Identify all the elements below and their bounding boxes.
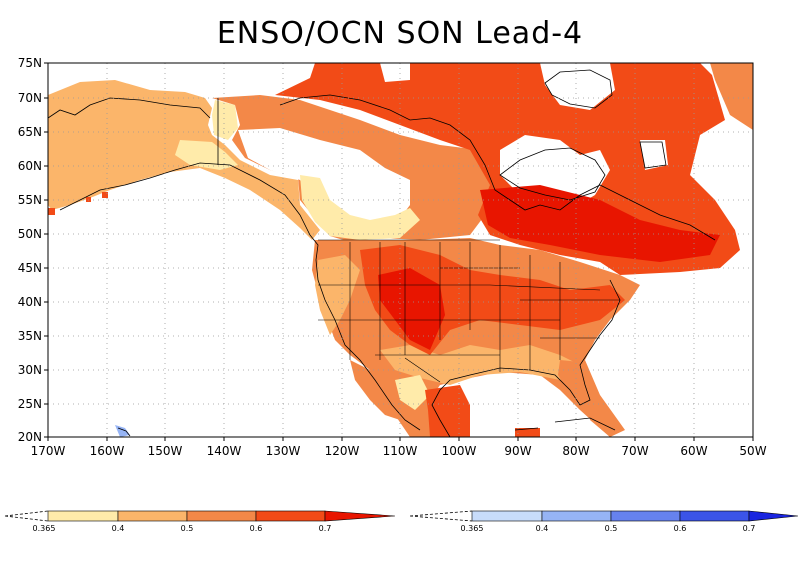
warm-tick: 0.7 xyxy=(319,524,332,533)
lat-label: 60N xyxy=(18,159,42,173)
western-canada-white xyxy=(238,128,410,230)
map-title: ENSO/OCN SON Lead-4 xyxy=(216,16,584,51)
cool-swatch xyxy=(471,510,543,522)
cuba-red xyxy=(515,428,540,437)
greenland-tip xyxy=(710,63,753,130)
yukon-light-band xyxy=(212,100,238,140)
lat-label: 55N xyxy=(18,193,42,207)
cool-tick: 0.7 xyxy=(743,524,756,533)
warm-swatch xyxy=(255,510,326,522)
state-borders xyxy=(318,239,620,383)
lon-ticks xyxy=(47,437,754,441)
usa-light-west xyxy=(315,255,360,335)
lon-label: 120W xyxy=(325,444,360,458)
aleutian-dot-3 xyxy=(86,197,91,202)
lon-label: 170W xyxy=(31,444,66,458)
lon-label: 100W xyxy=(442,444,477,458)
warm-tick: 0.5 xyxy=(181,524,194,533)
cool-swatch xyxy=(679,510,750,522)
cool-tick: 0.5 xyxy=(605,524,618,533)
lat-ticks xyxy=(44,62,48,438)
lat-label: 25N xyxy=(18,397,42,411)
lon-label: 50W xyxy=(739,444,766,458)
warm-tick: 0.6 xyxy=(250,524,263,533)
lat-label: 75N xyxy=(18,56,42,70)
cool-tick: 0.365 xyxy=(461,524,484,533)
caribbean-orange xyxy=(585,395,618,437)
lat-label: 65N xyxy=(18,125,42,139)
lat-label: 35N xyxy=(18,329,42,343)
aleutian-dot-2 xyxy=(102,192,108,198)
lat-labels: 75N 70N 65N 60N 55N 50N 45N 40N 35N 30N … xyxy=(18,56,42,444)
cool-tick: 0.4 xyxy=(536,524,549,533)
arctic-white-1 xyxy=(380,63,410,82)
warm-swatch xyxy=(47,510,119,522)
warm-tick: 0.365 xyxy=(33,524,56,533)
quebec-dark-core xyxy=(480,185,720,262)
cool-arrow xyxy=(748,510,799,522)
aleutian-dot-1 xyxy=(48,208,55,215)
lon-labels: 170W 160W 150W 140W 130W 120W 110W 100W … xyxy=(31,444,767,458)
greenland-white xyxy=(640,140,668,170)
baja-orange xyxy=(350,360,400,420)
warm-tick: 0.4 xyxy=(112,524,125,533)
lat-label: 45N xyxy=(18,261,42,275)
lat-label: 20N xyxy=(18,430,42,444)
shaded-regions xyxy=(48,63,753,437)
warm-swatch xyxy=(186,510,257,522)
cool-colorbar: 0.365 0.4 0.5 0.6 0.7 xyxy=(409,510,799,533)
cool-swatch xyxy=(541,510,612,522)
warm-arrow xyxy=(324,510,396,522)
lon-label: 110W xyxy=(383,444,418,458)
usa-rockies-core xyxy=(378,268,445,350)
lon-label: 90W xyxy=(504,444,531,458)
lon-label: 130W xyxy=(266,444,301,458)
lon-label: 150W xyxy=(148,444,183,458)
lon-label: 70W xyxy=(621,444,648,458)
canada-light-ring xyxy=(300,175,420,240)
warm-colorbar: 0.365 0.4 0.5 0.6 0.7 xyxy=(4,510,396,533)
lon-label: 140W xyxy=(207,444,242,458)
lat-label: 50N xyxy=(18,227,42,241)
usa-light-mexico xyxy=(395,375,430,410)
cool-tick: 0.6 xyxy=(674,524,687,533)
alaska-light-patch xyxy=(175,140,238,170)
lat-label: 70N xyxy=(18,91,42,105)
coastlines xyxy=(48,69,716,437)
lon-label: 160W xyxy=(90,444,125,458)
lat-label: 40N xyxy=(18,295,42,309)
lon-label: 80W xyxy=(562,444,589,458)
lon-label: 60W xyxy=(680,444,707,458)
florida-orange xyxy=(558,360,590,405)
lat-label: 30N xyxy=(18,363,42,377)
cool-swatch xyxy=(610,510,681,522)
warm-swatch xyxy=(117,510,188,522)
mexico-red xyxy=(425,385,470,437)
